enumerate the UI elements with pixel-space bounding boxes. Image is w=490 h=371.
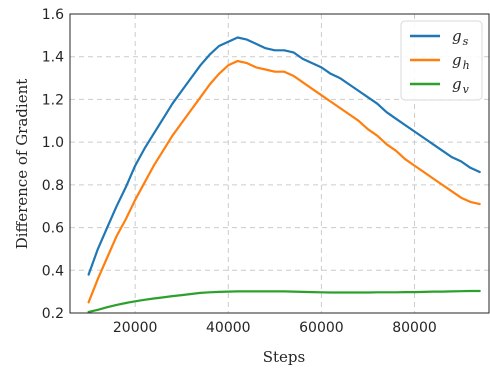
x-tick-label: 80000 bbox=[392, 320, 437, 336]
x-tick-label: 20000 bbox=[113, 320, 158, 336]
legend-label: gv bbox=[452, 75, 470, 96]
y-tick-label: 0.6 bbox=[42, 221, 64, 237]
series-line-gv bbox=[87, 289, 481, 313]
series-line-gs bbox=[87, 36, 481, 276]
legend: gs gh gv bbox=[400, 20, 483, 101]
y-tick-label: 1.2 bbox=[42, 92, 64, 108]
y-tick-label: 1.4 bbox=[42, 50, 64, 66]
series-line-gh bbox=[87, 59, 481, 304]
x-tick-label: 40000 bbox=[206, 320, 251, 336]
y-tick-label: 0.8 bbox=[42, 178, 64, 194]
y-tick-label: 1.0 bbox=[42, 135, 64, 151]
y-axis-label: Difference of Gradient bbox=[13, 79, 31, 250]
legend-label: gs bbox=[452, 27, 469, 48]
plot-frame bbox=[69, 13, 490, 314]
y-tick-label: 0.2 bbox=[42, 306, 64, 322]
series-lines bbox=[87, 36, 481, 313]
y-tick-label: 0.4 bbox=[42, 263, 64, 279]
x-axis-ticks: 20000 40000 60000 80000 bbox=[113, 320, 437, 336]
x-tick-label: 60000 bbox=[299, 320, 344, 336]
y-tick-label: 1.6 bbox=[42, 7, 64, 23]
y-axis-ticks: 0.2 0.4 0.6 0.8 1.0 1.2 1.4 1.6 bbox=[42, 7, 64, 322]
legend-label: gh bbox=[452, 51, 470, 72]
legend-box bbox=[400, 20, 483, 101]
x-axis-label: Steps bbox=[263, 348, 305, 366]
